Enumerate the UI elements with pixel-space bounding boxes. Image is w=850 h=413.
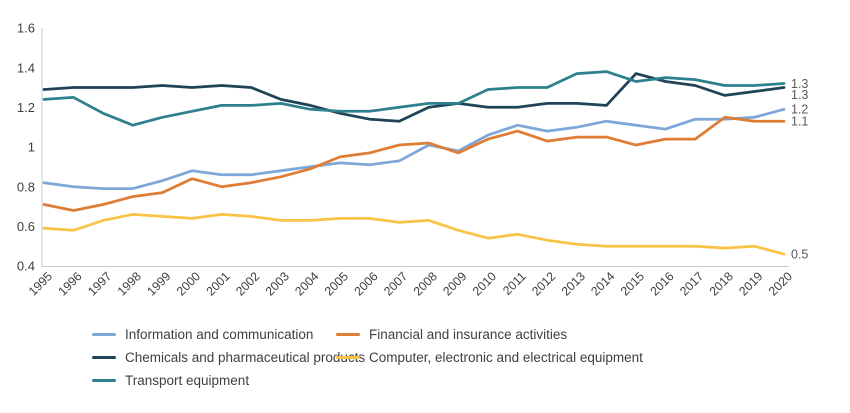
x-tick-label: 1997 <box>85 269 114 298</box>
x-tick-label: 2008 <box>411 269 440 298</box>
legend-item-chemicals-and-pharmaceutical-products: Chemicals and pharmaceutical products <box>92 349 365 366</box>
x-tick-label: 2009 <box>440 269 469 298</box>
end-label-transport-equipment: 1.3 <box>791 77 808 91</box>
legend-swatch-icon <box>336 356 360 359</box>
end-label-information-and-communication: 1.2 <box>791 103 808 117</box>
y-tick-label: 0.4 <box>17 259 35 274</box>
legend-label: Information and communication <box>125 327 314 342</box>
legend-label: Chemicals and pharmaceutical products <box>125 350 366 365</box>
y-tick-label: 0.6 <box>17 219 35 234</box>
legend-item-computer-electronic-and-electrical-equipment: Computer, electronic and electrical equi… <box>336 349 643 366</box>
legend-item-financial-and-insurance-activities: Financial and insurance activities <box>336 326 643 343</box>
end-label-computer-electronic-and-electrical-equipment: 0.5 <box>791 248 808 262</box>
x-tick-label: 2013 <box>559 269 588 298</box>
x-tick-label: 2017 <box>677 269 706 298</box>
x-tick-label: 2018 <box>707 269 736 298</box>
series-line-financial-and-insurance-activities <box>42 115 786 212</box>
x-tick-label: 1996 <box>55 269 84 298</box>
x-tick-label: 2019 <box>736 269 765 298</box>
x-tick-label: 2000 <box>174 269 203 298</box>
chart-legend: Information and communication Financial a… <box>92 326 643 389</box>
x-tick-label: 1998 <box>115 269 144 298</box>
x-tick-label: 2005 <box>322 269 351 298</box>
end-label-financial-and-insurance-activities: 1.1 <box>791 115 808 129</box>
series-line-chemicals-and-pharmaceutical-products <box>42 72 786 123</box>
legend-label: Computer, electronic and electrical equi… <box>369 350 643 365</box>
x-tick-label: 2007 <box>381 269 410 298</box>
x-tick-label: 2020 <box>766 269 795 298</box>
x-tick-label: 2016 <box>647 269 676 298</box>
series-line-information-and-communication <box>42 107 786 190</box>
x-tick-label: 2002 <box>233 269 262 298</box>
x-tick-label: 2011 <box>500 269 529 298</box>
x-tick-label: 2014 <box>588 269 617 298</box>
legend-item-information-and-communication: Information and communication <box>92 326 336 343</box>
legend-swatch-icon <box>92 333 116 336</box>
x-tick-label: 2012 <box>529 269 558 298</box>
x-tick-label: 2001 <box>203 269 232 298</box>
y-tick-label: 1 <box>28 140 35 155</box>
y-tick-label: 0.8 <box>17 179 35 194</box>
legend-item-transport-equipment: Transport equipment <box>92 372 336 389</box>
series-line-transport-equipment <box>42 70 786 127</box>
x-tick-label: 2006 <box>351 269 380 298</box>
series-line-computer-electronic-and-electrical-equipment <box>42 213 786 256</box>
x-tick-label: 2010 <box>470 269 499 298</box>
y-tick-label: 1.2 <box>17 100 35 115</box>
legend-label: Transport equipment <box>125 373 250 388</box>
y-tick-label: 1.4 <box>17 60 35 75</box>
legend-label: Financial and insurance activities <box>369 327 568 342</box>
x-tick-label: 1999 <box>144 269 173 298</box>
legend-swatch-icon <box>92 356 116 359</box>
x-tick-label: 2004 <box>292 269 321 298</box>
end-label-chemicals-and-pharmaceutical-products: 1.3 <box>791 88 808 102</box>
x-tick-label: 2003 <box>263 269 292 298</box>
legend-swatch-icon <box>336 333 360 336</box>
y-tick-label: 1.6 <box>17 21 35 36</box>
legend-swatch-icon <box>92 379 116 382</box>
x-tick-label: 2015 <box>618 269 647 298</box>
